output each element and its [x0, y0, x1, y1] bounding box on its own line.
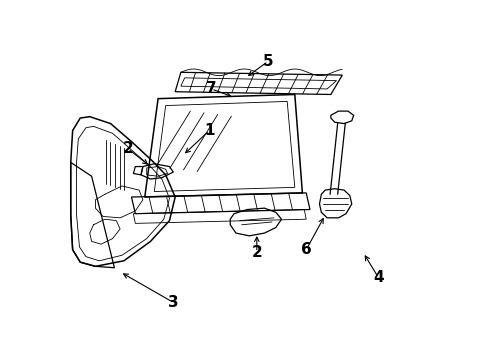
Text: 2: 2: [251, 245, 262, 260]
Text: 1: 1: [204, 123, 215, 138]
Text: 2: 2: [122, 141, 133, 156]
Text: 4: 4: [373, 270, 384, 285]
Text: 3: 3: [168, 295, 178, 310]
Text: 6: 6: [301, 242, 312, 257]
Text: 7: 7: [206, 81, 217, 96]
Text: 5: 5: [263, 54, 273, 69]
